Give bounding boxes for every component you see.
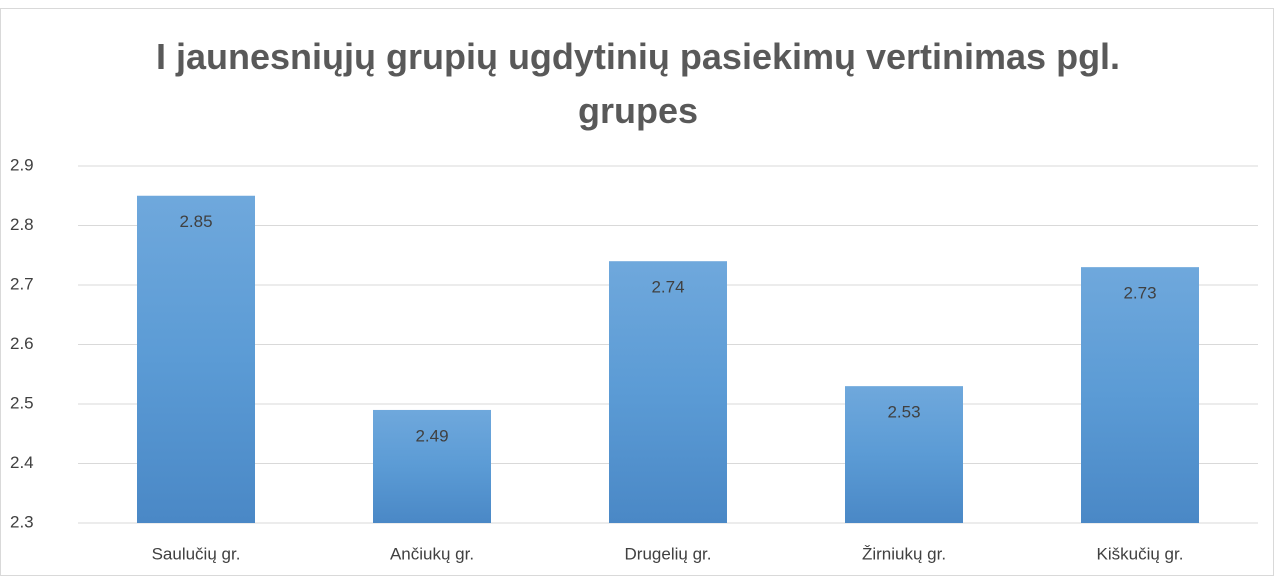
y-tick-label: 2.5 xyxy=(10,393,34,412)
y-tick-label: 2.9 xyxy=(10,155,34,174)
chart-frame xyxy=(0,8,1274,576)
data-label: 2.73 xyxy=(1123,284,1156,303)
x-tick-label: Saulučių gr. xyxy=(152,544,241,563)
bar xyxy=(609,261,727,523)
y-tick-label: 2.8 xyxy=(10,215,34,234)
data-label: 2.74 xyxy=(651,278,684,297)
x-tick-label: Žirniukų gr. xyxy=(862,544,946,563)
y-tick-label: 2.4 xyxy=(10,453,34,472)
x-tick-label: Drugelių gr. xyxy=(625,544,712,563)
y-tick-label: 2.7 xyxy=(10,274,34,293)
data-label: 2.85 xyxy=(179,212,212,231)
bar xyxy=(137,195,255,523)
y-tick-label: 2.3 xyxy=(10,512,34,531)
bar xyxy=(845,386,963,523)
bar xyxy=(373,409,491,523)
y-tick-label: 2.6 xyxy=(10,334,34,353)
data-label: 2.53 xyxy=(887,403,920,422)
chart-title: I jaunesniųjų grupių ugdytinių pasiekimų… xyxy=(155,36,1121,131)
x-tick-label: Ančiukų gr. xyxy=(390,544,474,563)
data-label: 2.49 xyxy=(415,426,448,445)
x-tick-label: Kiškučių gr. xyxy=(1097,544,1184,563)
bar xyxy=(1081,267,1199,523)
